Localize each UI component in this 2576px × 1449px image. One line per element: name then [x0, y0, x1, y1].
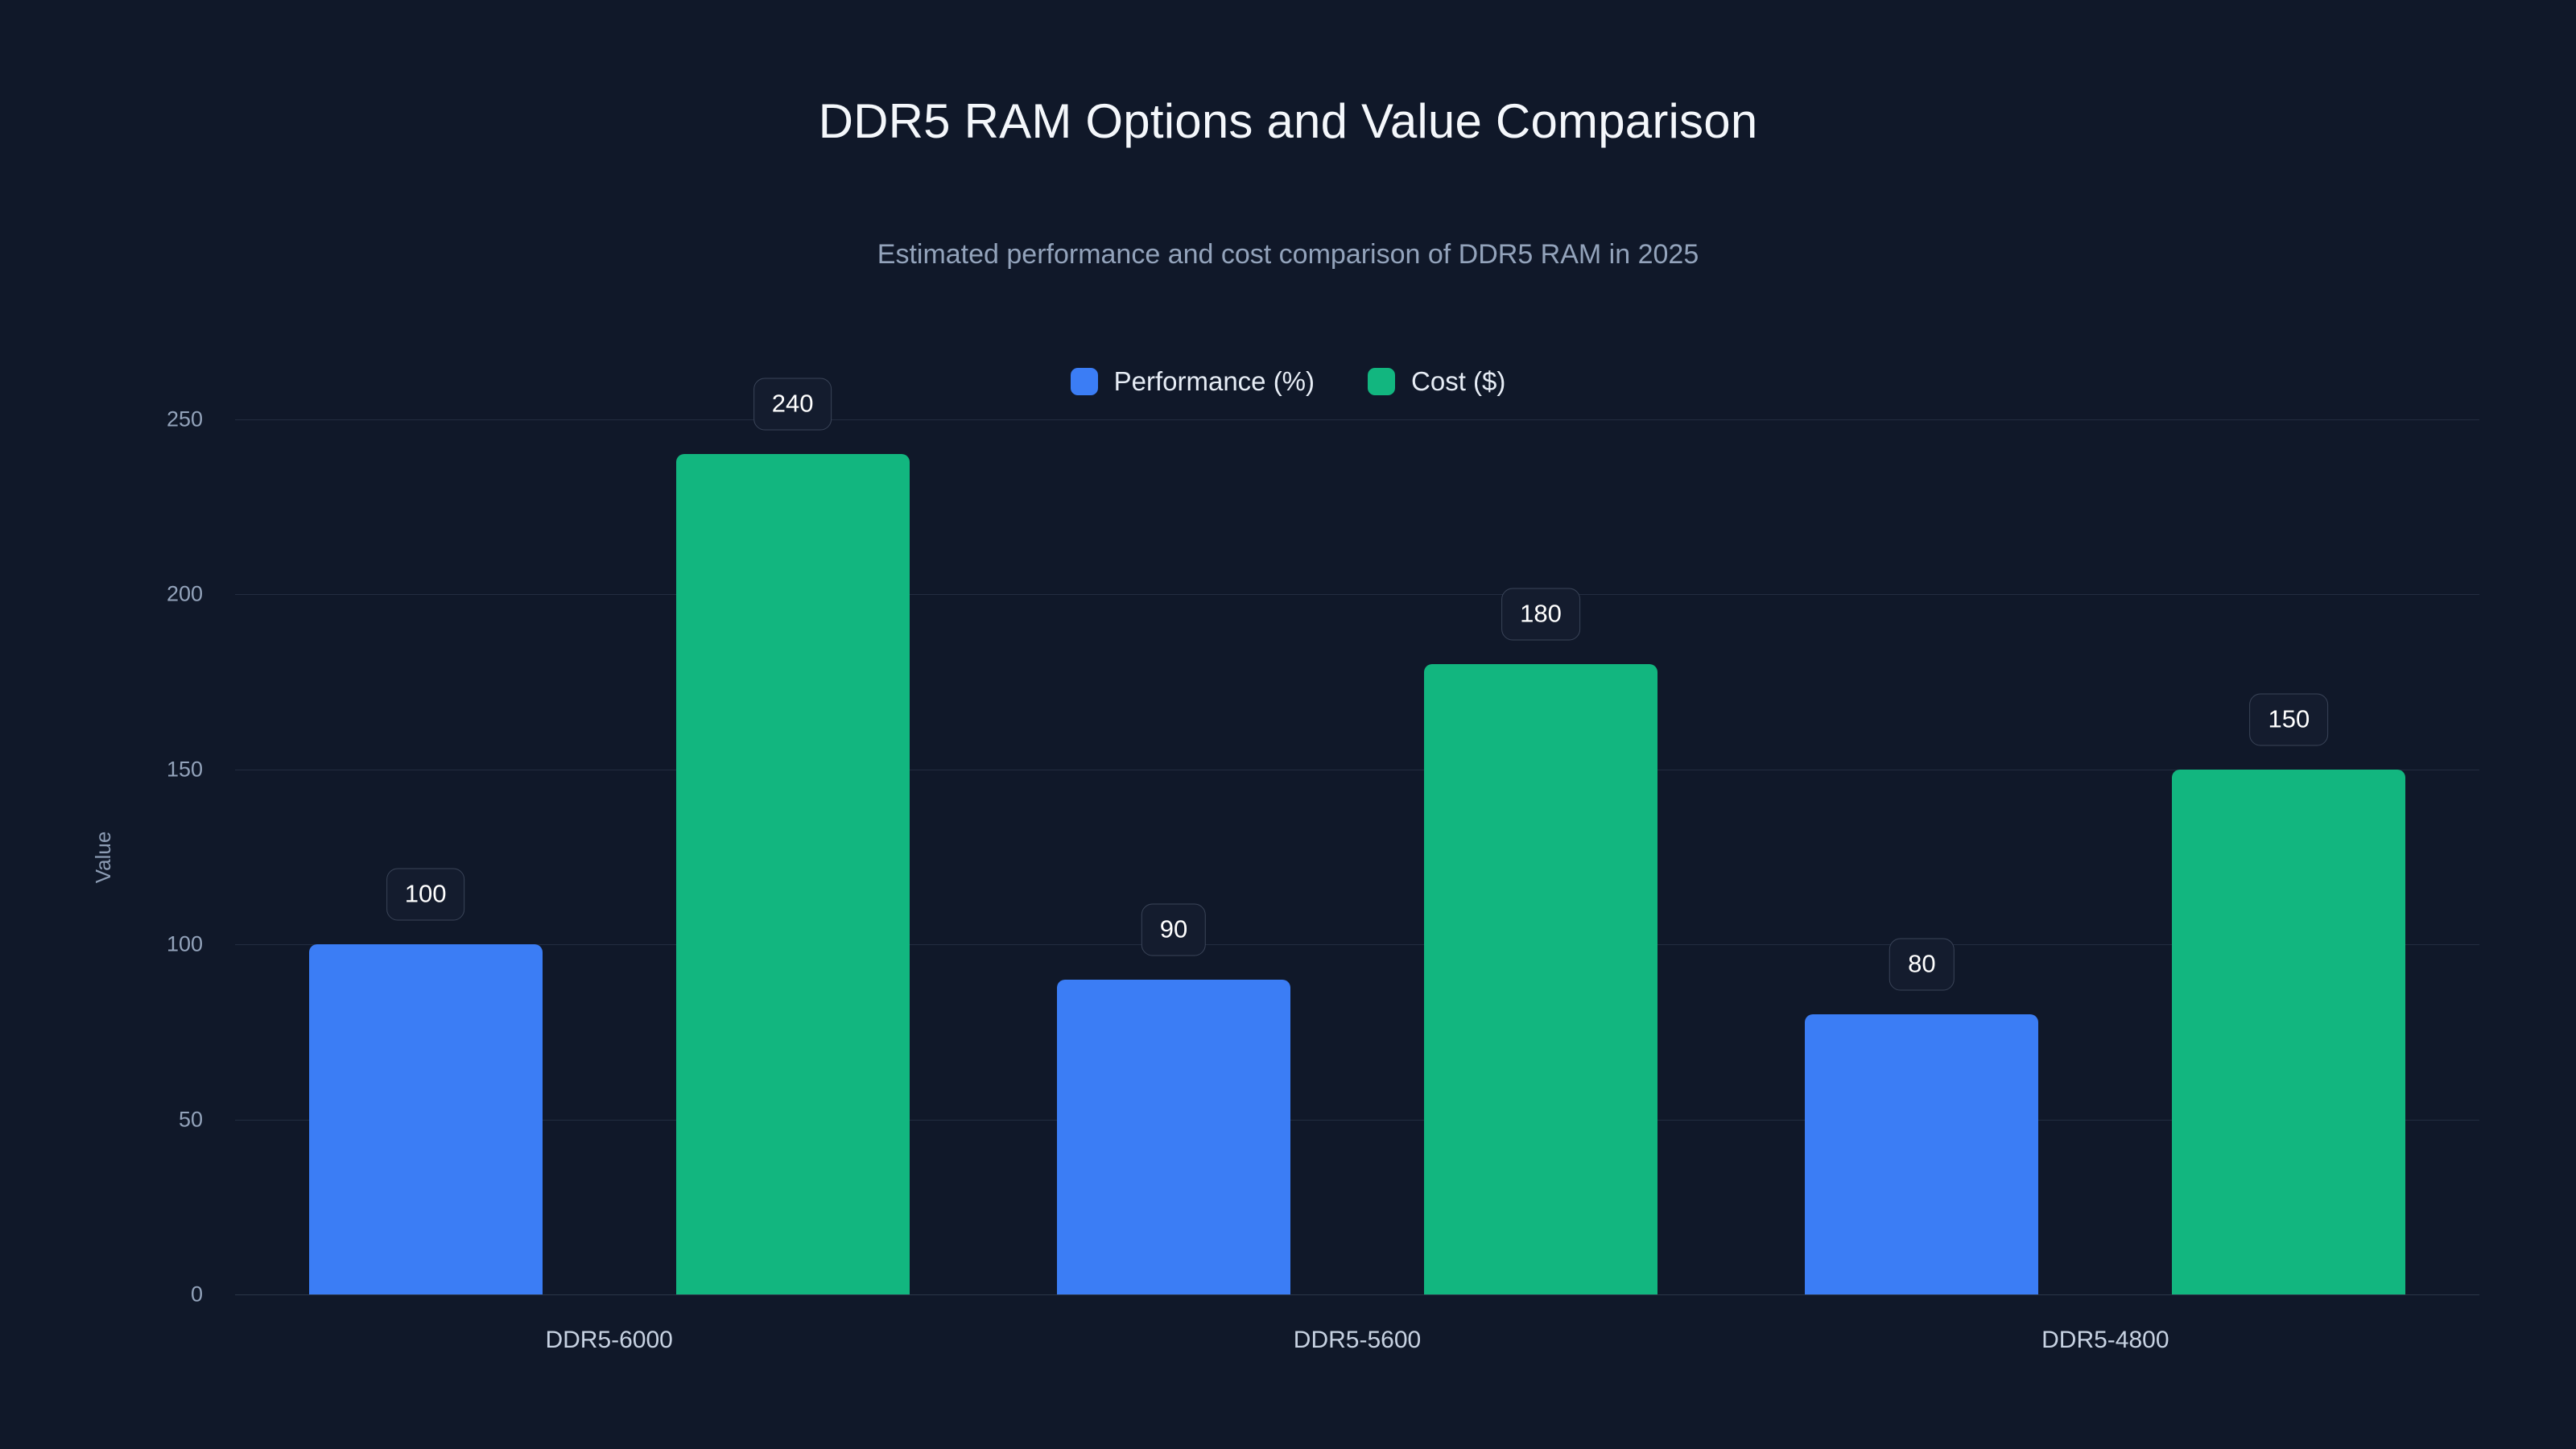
x-axis-category-label: DDR5-4800	[2041, 1327, 2169, 1353]
chart-title: DDR5 RAM Options and Value Comparison	[818, 94, 1758, 148]
y-axis-tick-label: 150	[166, 757, 203, 782]
legend-item[interactable]: Cost ($)	[1368, 366, 1505, 397]
plot-area	[235, 419, 2479, 1295]
bar[interactable]	[675, 454, 910, 1294]
y-axis-tick-label: 0	[190, 1282, 203, 1307]
y-axis-tick-label: 250	[166, 407, 203, 431]
gridline	[235, 1119, 2479, 1121]
legend-swatch-icon	[1070, 368, 1098, 395]
gridline	[235, 594, 2479, 596]
bar-data-label: 100	[386, 868, 465, 921]
bar-data-label: 90	[1141, 903, 1207, 956]
legend-item[interactable]: Performance (%)	[1070, 366, 1315, 397]
x-axis-category-label: DDR5-6000	[545, 1327, 673, 1353]
gridline	[235, 1294, 2479, 1295]
x-axis-category-label: DDR5-5600	[1293, 1327, 1422, 1353]
legend-item-label: Cost ($)	[1411, 366, 1506, 396]
bar[interactable]	[308, 944, 543, 1294]
bar[interactable]	[2172, 769, 2406, 1294]
bar-data-label: 150	[2249, 693, 2329, 746]
legend-swatch-icon	[1368, 368, 1396, 395]
y-axis-tick-label: 50	[178, 1107, 203, 1132]
legend-item-label: Performance (%)	[1113, 366, 1315, 396]
gridline	[235, 419, 2479, 420]
bar-data-label: 180	[1501, 588, 1580, 641]
bar-data-label: 80	[1889, 938, 1955, 991]
chart-legend: Performance (%) Cost ($)	[0, 366, 2576, 397]
bar-data-label: 240	[753, 378, 832, 431]
y-axis-tick-label: 200	[166, 581, 203, 606]
bar[interactable]	[1057, 979, 1290, 1294]
chart-subtitle: Estimated performance and cost compariso…	[877, 239, 1699, 270]
bar[interactable]	[1805, 1014, 2039, 1294]
bar[interactable]	[1424, 664, 1657, 1294]
y-axis-title: Value	[90, 831, 115, 884]
y-axis-tick-label: 100	[166, 931, 203, 956]
gridline	[235, 944, 2479, 946]
